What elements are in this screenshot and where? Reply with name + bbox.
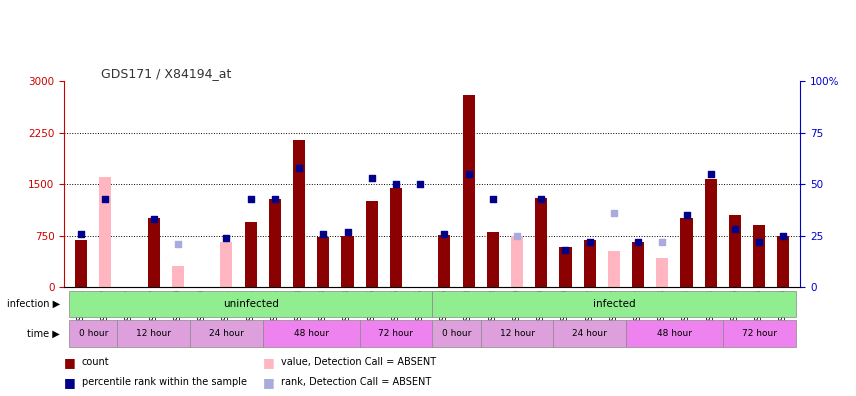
Point: [317, 230, 330, 237]
Point: [631, 239, 645, 245]
Bar: [753, 225, 765, 287]
Text: count: count: [82, 357, 110, 367]
Bar: [462, 95, 475, 287]
Bar: [432, 320, 481, 347]
Bar: [632, 242, 645, 287]
Bar: [487, 232, 499, 287]
Bar: [318, 237, 330, 287]
Text: value, Detection Call = ABSENT: value, Detection Call = ABSENT: [281, 357, 436, 367]
Bar: [511, 236, 523, 287]
Point: [728, 226, 742, 232]
Bar: [99, 177, 111, 287]
Point: [776, 232, 790, 239]
Point: [559, 247, 573, 253]
Point: [510, 232, 524, 239]
Point: [534, 195, 548, 202]
Point: [220, 234, 234, 241]
Point: [486, 195, 500, 202]
Bar: [75, 240, 87, 287]
Bar: [293, 139, 305, 287]
Bar: [432, 291, 795, 317]
Text: 24 hour: 24 hour: [573, 329, 607, 338]
Bar: [220, 242, 233, 287]
Text: rank, Detection Call = ABSENT: rank, Detection Call = ABSENT: [281, 377, 431, 387]
Bar: [366, 201, 377, 287]
Point: [583, 239, 597, 245]
Bar: [148, 219, 160, 287]
Bar: [681, 218, 693, 287]
Bar: [172, 266, 184, 287]
Bar: [777, 236, 789, 287]
Point: [74, 230, 88, 237]
Point: [656, 239, 669, 245]
Point: [461, 171, 475, 177]
Text: 0 hour: 0 hour: [442, 329, 471, 338]
Point: [413, 181, 427, 187]
Point: [98, 195, 112, 202]
Bar: [553, 320, 626, 347]
Text: infected: infected: [592, 299, 635, 309]
Point: [365, 175, 378, 181]
Text: 12 hour: 12 hour: [136, 329, 171, 338]
Text: GDS171 / X84194_at: GDS171 / X84194_at: [101, 67, 231, 80]
Bar: [269, 199, 281, 287]
Bar: [608, 251, 620, 287]
Text: 24 hour: 24 hour: [209, 329, 244, 338]
Point: [341, 228, 354, 235]
Text: ■: ■: [64, 356, 76, 369]
Text: 72 hour: 72 hour: [378, 329, 413, 338]
Text: percentile rank within the sample: percentile rank within the sample: [82, 377, 247, 387]
Text: uninfected: uninfected: [223, 299, 278, 309]
Text: ■: ■: [263, 376, 275, 388]
Bar: [438, 235, 450, 287]
Text: 72 hour: 72 hour: [741, 329, 776, 338]
Text: 48 hour: 48 hour: [294, 329, 329, 338]
Bar: [626, 320, 722, 347]
Bar: [657, 257, 669, 287]
Bar: [704, 179, 716, 287]
Point: [704, 171, 717, 177]
Text: 48 hour: 48 hour: [657, 329, 692, 338]
Point: [147, 216, 161, 222]
Text: 0 hour: 0 hour: [79, 329, 108, 338]
Text: time ▶: time ▶: [27, 329, 60, 339]
Point: [680, 212, 693, 218]
Point: [437, 230, 451, 237]
Text: ■: ■: [64, 376, 76, 388]
Text: infection ▶: infection ▶: [7, 299, 60, 309]
Bar: [69, 291, 432, 317]
Bar: [481, 320, 553, 347]
Bar: [245, 222, 257, 287]
Text: ■: ■: [263, 356, 275, 369]
Point: [389, 181, 403, 187]
Bar: [360, 320, 432, 347]
Point: [752, 239, 766, 245]
Bar: [584, 240, 596, 287]
Bar: [535, 198, 547, 287]
Bar: [389, 188, 402, 287]
Bar: [729, 215, 741, 287]
Point: [292, 164, 306, 171]
Bar: [190, 320, 263, 347]
Point: [244, 195, 258, 202]
Text: 12 hour: 12 hour: [500, 329, 534, 338]
Point: [268, 195, 282, 202]
Bar: [722, 320, 795, 347]
Point: [607, 210, 621, 216]
Bar: [69, 320, 117, 347]
Bar: [117, 320, 190, 347]
Bar: [263, 320, 360, 347]
Bar: [342, 236, 354, 287]
Point: [171, 241, 185, 247]
Bar: [560, 247, 572, 287]
